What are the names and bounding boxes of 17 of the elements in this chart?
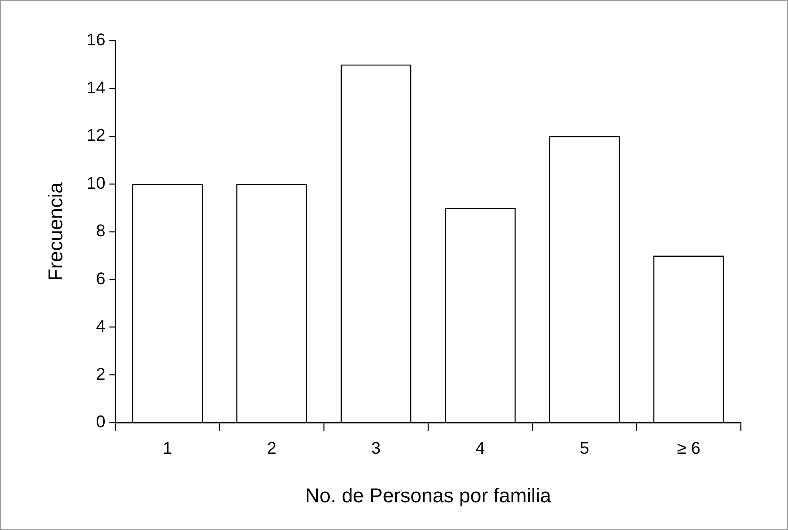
y-tick-label: 12 bbox=[86, 126, 106, 146]
y-tick-label: 0 bbox=[96, 412, 106, 432]
y-tick-label: 6 bbox=[96, 269, 106, 288]
y-tick-label: 8 bbox=[96, 222, 106, 241]
x-tick-label: 4 bbox=[476, 438, 486, 458]
x-tick-label: 1 bbox=[163, 438, 172, 458]
x-tick-label: 5 bbox=[580, 438, 590, 458]
x-tick-label: 3 bbox=[372, 438, 381, 458]
x-tick-label: 2 bbox=[267, 438, 277, 458]
y-tick-label: 10 bbox=[86, 174, 106, 193]
y-tick-label: 14 bbox=[86, 78, 106, 98]
x-tick-label: ≥ 6 bbox=[677, 438, 701, 458]
y-tick-label: 16 bbox=[86, 30, 106, 50]
x-axis-title: No. de Personas por familia bbox=[305, 486, 552, 508]
y-tick-label: 4 bbox=[96, 317, 106, 336]
y-tick-label: 2 bbox=[96, 364, 106, 384]
y-axis-title: Frecuencia bbox=[45, 182, 68, 282]
